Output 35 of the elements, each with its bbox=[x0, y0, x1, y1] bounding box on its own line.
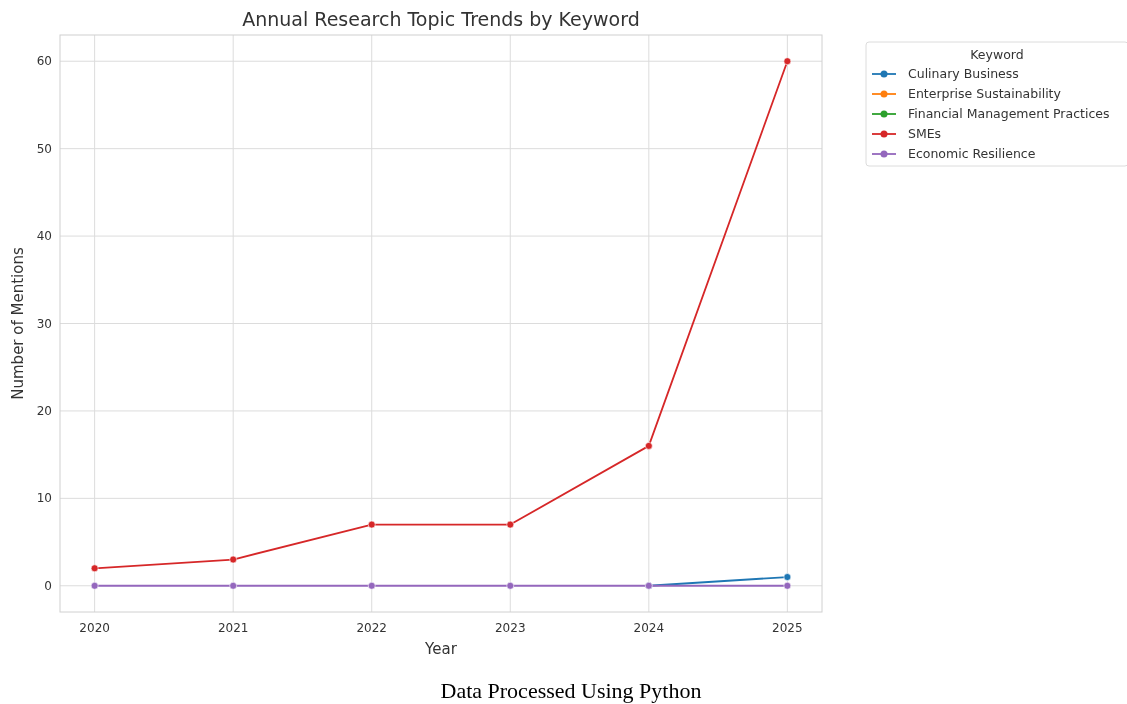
legend-label: Economic Resilience bbox=[908, 146, 1036, 161]
y-tick-label: 40 bbox=[36, 229, 52, 244]
y-tick-label: 50 bbox=[36, 141, 52, 156]
point bbox=[229, 555, 237, 564]
legend-label: Financial Management Practices bbox=[908, 106, 1110, 121]
y-tick-label: 60 bbox=[36, 54, 52, 69]
legend-label: SMEs bbox=[908, 126, 942, 141]
point bbox=[783, 573, 792, 581]
x-axis-title: Year bbox=[424, 640, 458, 658]
point bbox=[783, 581, 792, 590]
legend-title: Keyword bbox=[970, 47, 1024, 62]
chart-title: Annual Research Topic Trends by Keyword bbox=[242, 8, 640, 30]
point bbox=[506, 581, 515, 590]
x-tick-label: 2021 bbox=[217, 621, 249, 635]
y-tick-label: 30 bbox=[36, 316, 52, 331]
y-tick-label: 10 bbox=[36, 491, 52, 506]
point bbox=[645, 442, 653, 450]
legend-label: Culinary Business bbox=[908, 66, 1019, 81]
x-tick-label: 2020 bbox=[79, 621, 110, 635]
point bbox=[90, 564, 99, 573]
point bbox=[367, 581, 376, 590]
x-tick-label: 2025 bbox=[772, 621, 803, 635]
point bbox=[229, 581, 237, 590]
y-tick-label: 0 bbox=[44, 578, 52, 593]
y-axis-title: Number of Mentions bbox=[9, 247, 27, 400]
x-tick-label: 2024 bbox=[633, 621, 665, 635]
point bbox=[506, 520, 515, 529]
text: Data Processed Using Python bbox=[440, 678, 702, 703]
x-tick-label: 2023 bbox=[495, 621, 526, 635]
x-tick-label: 2022 bbox=[356, 621, 387, 635]
legend-label: Enterprise Sustainability bbox=[908, 86, 1062, 101]
point bbox=[90, 581, 99, 590]
point bbox=[783, 57, 792, 66]
y-tick-label: 20 bbox=[36, 403, 52, 418]
point bbox=[367, 520, 376, 529]
